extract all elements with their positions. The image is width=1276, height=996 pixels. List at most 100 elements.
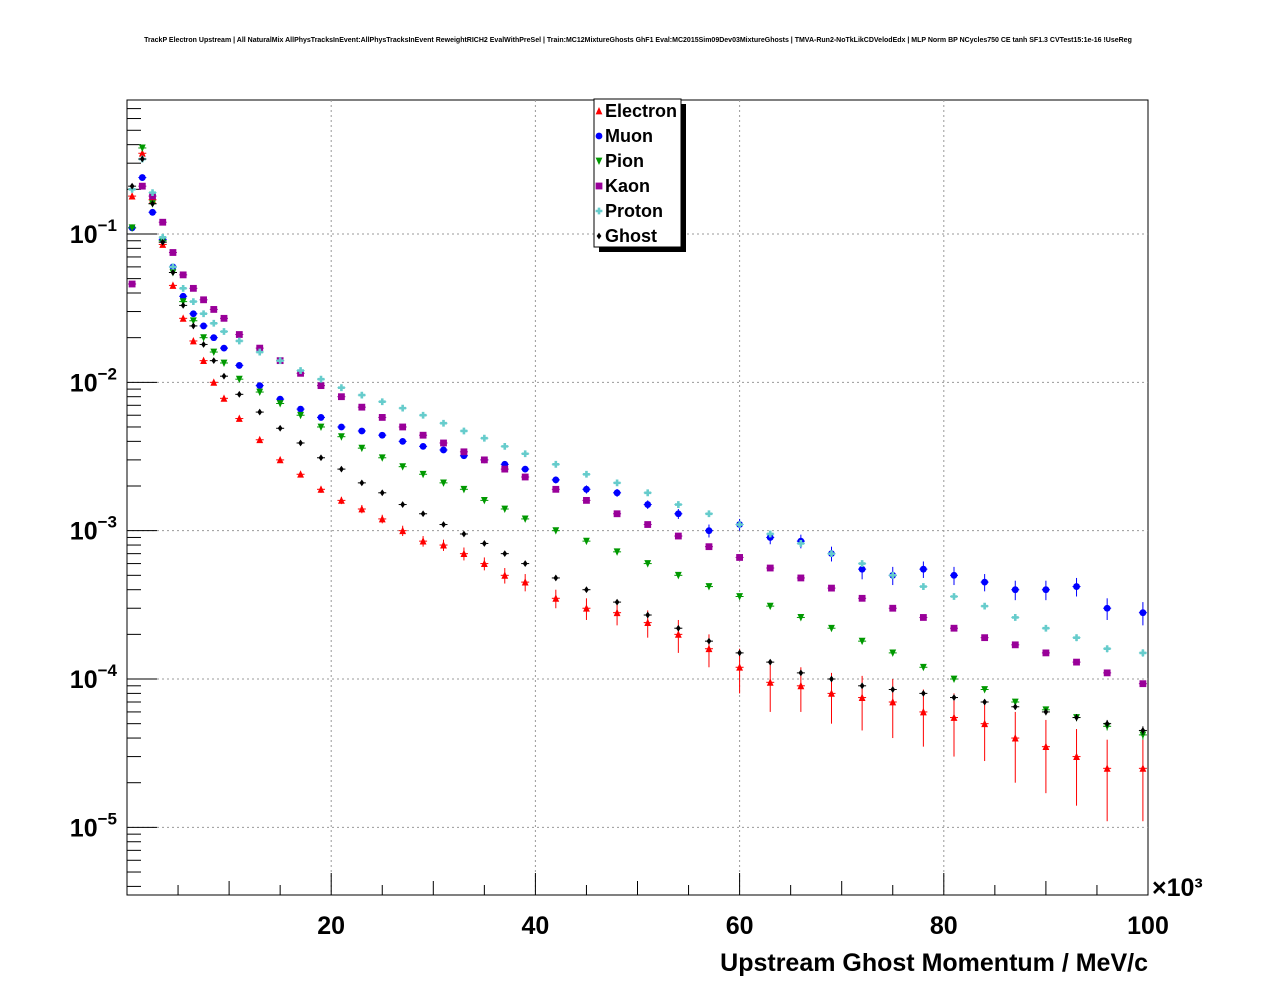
legend-label-pion: Pion <box>605 151 644 171</box>
data-point <box>481 540 487 547</box>
data-point <box>359 479 365 487</box>
y-tick-base: 10 <box>70 518 98 546</box>
data-point <box>828 550 835 558</box>
data-point <box>798 669 804 677</box>
data-point <box>189 284 197 292</box>
data-point <box>460 485 468 494</box>
data-point <box>220 328 228 335</box>
data-point <box>502 550 508 558</box>
data-point <box>378 514 386 523</box>
data-point <box>220 359 228 367</box>
data-point <box>159 218 167 226</box>
y-tick-exponent: −4 <box>98 661 118 680</box>
data-point <box>736 663 743 671</box>
x-tick-label: 100 <box>1127 912 1169 940</box>
data-point <box>1103 604 1111 612</box>
data-point <box>1074 714 1079 721</box>
data-point <box>919 583 927 590</box>
y-tick-label: 10−5 <box>70 809 117 842</box>
y-tick-exponent: −3 <box>98 513 117 532</box>
data-point <box>1073 658 1080 666</box>
data-point <box>521 515 529 523</box>
data-point <box>189 317 197 325</box>
legend-marker-proton <box>595 207 603 215</box>
data-point <box>950 675 958 684</box>
data-point <box>179 292 187 300</box>
data-point <box>552 527 560 535</box>
data-point <box>150 200 155 208</box>
data-point <box>129 182 135 190</box>
data-point <box>338 423 345 431</box>
series-electron <box>128 149 1147 822</box>
data-point <box>674 510 682 518</box>
data-point <box>829 675 834 683</box>
data-point <box>613 548 621 556</box>
data-point <box>981 602 989 610</box>
data-point <box>441 521 446 528</box>
data-point <box>583 485 590 493</box>
data-point <box>358 391 366 399</box>
data-point <box>419 442 427 450</box>
data-point <box>256 344 264 352</box>
data-point <box>339 465 344 473</box>
data-point <box>138 149 146 157</box>
data-point <box>180 301 186 309</box>
data-point <box>521 450 529 458</box>
data-point <box>921 689 926 697</box>
data-point <box>705 527 713 535</box>
data-point <box>338 433 345 441</box>
y-tick-base: 10 <box>70 666 98 694</box>
data-point <box>317 382 325 390</box>
data-point <box>644 560 652 568</box>
data-point <box>460 427 468 435</box>
data-point <box>460 549 468 558</box>
series-ghost <box>128 155 1147 735</box>
legend-label-proton: Proton <box>605 201 663 221</box>
data-point <box>190 322 196 330</box>
data-point <box>179 314 187 322</box>
x-axis-label: Upstream Ghost Momentum / MeV/c <box>720 949 1148 977</box>
data-point <box>235 362 243 369</box>
data-point <box>613 489 621 497</box>
chart-title: TrackP Electron Upstream | All NaturalMi… <box>144 37 1132 44</box>
x-tick-label: 40 <box>521 912 549 940</box>
data-point <box>338 496 345 504</box>
legend-marker-electron <box>595 107 603 115</box>
y-tick-label: 10−2 <box>70 364 117 397</box>
data-point <box>766 602 774 611</box>
x-tick-label: 80 <box>930 912 958 940</box>
data-point <box>358 504 366 513</box>
data-point <box>521 465 529 473</box>
data-point <box>399 463 407 471</box>
data-point <box>200 322 207 330</box>
data-point <box>858 560 866 567</box>
data-point <box>169 281 177 289</box>
data-point <box>950 593 958 600</box>
data-point <box>644 618 652 627</box>
data-point <box>705 644 713 653</box>
data-point <box>298 439 303 447</box>
data-point <box>399 437 407 445</box>
data-point <box>1073 752 1080 760</box>
data-point <box>221 372 227 380</box>
data-point <box>1011 586 1019 594</box>
data-point <box>419 537 427 545</box>
data-point <box>552 460 560 468</box>
data-point <box>440 479 447 487</box>
data-point <box>644 501 652 508</box>
data-point <box>1103 645 1111 653</box>
data-point <box>159 233 167 241</box>
legend-label-ghost: Ghost <box>605 226 657 246</box>
data-point <box>236 390 242 398</box>
data-point <box>235 414 243 422</box>
data-point <box>358 403 366 411</box>
data-point <box>256 348 264 356</box>
y-tick-label: 10−3 <box>70 513 117 546</box>
data-point <box>189 298 197 306</box>
data-point <box>553 574 559 582</box>
data-point <box>1011 641 1019 649</box>
data-point <box>210 319 218 327</box>
data-point <box>297 470 304 478</box>
